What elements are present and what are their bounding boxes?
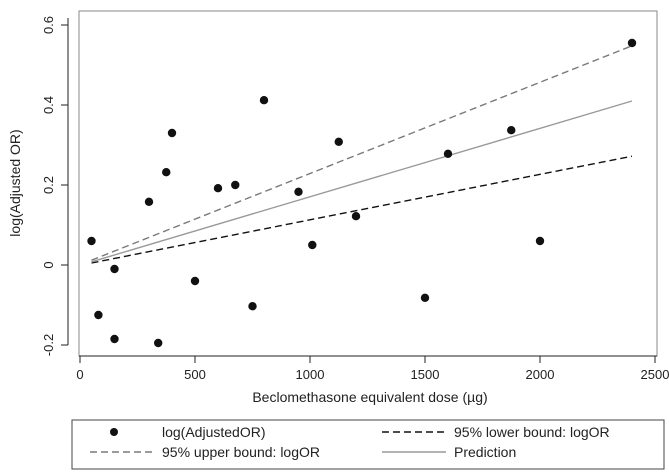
series-line-1 <box>91 155 633 264</box>
y-tick-label: -0.2 <box>41 334 56 356</box>
legend-label: 95% lower bound: logOR <box>454 424 610 440</box>
data-point <box>144 197 154 206</box>
data-point <box>110 264 119 274</box>
legend-label: Prediction <box>454 444 516 460</box>
legend: log(AdjustedOR) 95% lower bound: logOR 95%… <box>71 419 665 470</box>
x-tick-label: 1000 <box>296 367 325 382</box>
legend-marker <box>110 428 118 436</box>
y-tick-label: 0.6 <box>41 16 56 34</box>
data-point <box>248 302 257 311</box>
data-point <box>162 168 171 177</box>
data-point <box>535 236 545 246</box>
data-point <box>443 149 453 158</box>
x-tick-label: 2000 <box>526 367 555 382</box>
y-tick-label: 0.4 <box>41 96 56 114</box>
x-axis-title: Beclomethasone equivalent dose (µg) <box>252 389 487 405</box>
legend-entries: log(AdjustedOR) 95% lower bound: logOR 95%… <box>90 424 610 460</box>
series-line-2 <box>91 45 633 261</box>
data-point <box>259 96 269 105</box>
y-axis-title: log(Adjusted OR) <box>7 129 23 236</box>
data-point <box>351 212 361 221</box>
x-tick-label: 0 <box>76 367 83 382</box>
data-point <box>213 184 223 193</box>
legend-label: log(AdjustedOR) <box>162 424 266 440</box>
data-point <box>167 128 177 138</box>
y-tick-label: 0.2 <box>41 176 56 194</box>
plot-area <box>78 10 658 357</box>
x-ticks: 0 500 1000 1500 2000 2500 <box>76 356 669 382</box>
legend-box <box>71 419 665 470</box>
data-point <box>294 187 303 196</box>
plot-border <box>78 10 658 357</box>
y-ticks: -0.2 0 0.2 0.4 0.6 <box>41 16 68 356</box>
series-lines <box>91 45 633 264</box>
data-point <box>627 38 637 48</box>
data-point <box>231 180 240 190</box>
data-point <box>110 334 119 344</box>
data-point <box>190 276 200 286</box>
series-points <box>87 38 637 348</box>
data-point <box>154 338 163 348</box>
x-tick-label: 500 <box>184 367 206 382</box>
legend-label: 95% upper bound: logOR <box>162 444 320 460</box>
data-point <box>420 293 430 302</box>
data-point <box>507 126 516 135</box>
x-tick-label: 2500 <box>641 367 669 382</box>
x-tick-label: 1500 <box>411 367 440 382</box>
series-line-3 <box>91 100 633 263</box>
data-point <box>334 137 343 146</box>
data-point <box>94 310 103 320</box>
axes: 0 500 1000 1500 2000 2500 -0.2 0 0.2 0.4 0.6 Becl… <box>7 16 669 405</box>
y-tick-label: 0 <box>41 261 56 268</box>
data-point <box>87 236 96 246</box>
data-point <box>308 240 317 250</box>
